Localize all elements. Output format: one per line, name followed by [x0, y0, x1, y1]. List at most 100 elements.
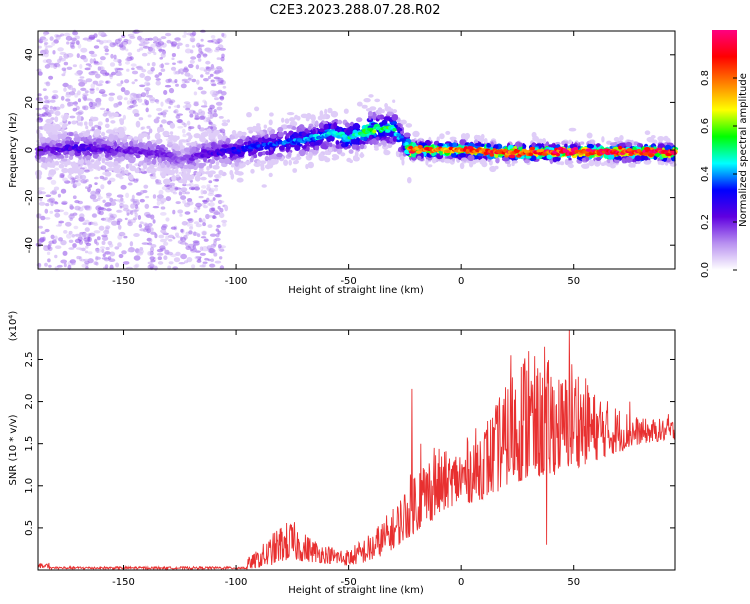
- noise-mark: [218, 116, 224, 119]
- ridge-mark: [270, 129, 276, 134]
- noise-mark: [200, 189, 204, 195]
- ridge-core-mark: [404, 142, 409, 146]
- noise-mark: [46, 251, 51, 256]
- ridge-mark: [81, 137, 87, 142]
- ridge-mark: [254, 106, 260, 112]
- noise-mark: [156, 200, 161, 206]
- noise-mark: [197, 124, 201, 130]
- noise-mark: [166, 39, 172, 44]
- noise-mark: [148, 128, 153, 134]
- ridge-mark: [177, 179, 186, 184]
- noise-mark: [123, 38, 129, 43]
- ridge-mark: [269, 112, 274, 117]
- noise-mark: [66, 66, 73, 71]
- ridge-mark: [473, 134, 480, 141]
- ridge-mark: [127, 135, 133, 140]
- ridge-mark: [113, 134, 119, 141]
- noise-mark: [163, 241, 169, 246]
- ridge-mark: [287, 151, 292, 157]
- ridge-mark: [352, 156, 360, 162]
- ridge-mark: [467, 154, 475, 162]
- noise-mark: [74, 233, 81, 237]
- noise-mark: [104, 52, 109, 56]
- noise-mark: [59, 57, 66, 62]
- ridge-mark: [300, 113, 308, 119]
- noise-mark: [195, 202, 202, 208]
- noise-mark: [170, 66, 177, 71]
- noise-mark: [194, 255, 200, 260]
- ridge-mark: [129, 140, 134, 147]
- noise-mark: [155, 182, 163, 185]
- noise-mark: [43, 31, 47, 37]
- x-tick-label: -50: [340, 577, 356, 588]
- ridge-mark: [135, 167, 140, 174]
- ridge-mark: [277, 131, 285, 138]
- noise-mark: [47, 244, 51, 250]
- noise-mark: [216, 224, 221, 228]
- ridge-mark: [91, 116, 99, 122]
- noise-mark: [106, 108, 110, 112]
- ridge-mark: [76, 122, 82, 126]
- noise-mark: [221, 32, 225, 37]
- ridge-mark: [319, 110, 324, 117]
- noise-mark: [63, 53, 70, 59]
- noise-mark: [93, 45, 100, 49]
- ridge-mark: [374, 98, 381, 103]
- noise-mark: [203, 78, 209, 82]
- ridge-mark: [301, 132, 307, 137]
- noise-mark: [43, 42, 49, 45]
- noise-mark: [186, 218, 193, 222]
- noise-mark: [131, 81, 136, 85]
- colorbar-tick-label: 0.0: [700, 262, 711, 278]
- noise-mark: [163, 109, 169, 113]
- y-tick-label: 2.0: [24, 394, 35, 410]
- ridge-mark: [518, 142, 523, 148]
- noise-mark: [168, 234, 174, 239]
- ridge-mark: [374, 147, 379, 151]
- noise-mark: [61, 200, 68, 205]
- noise-mark: [152, 205, 160, 209]
- ridge-core-mark: [508, 154, 516, 159]
- snr-frame: [37, 329, 676, 571]
- ridge-mark: [264, 155, 270, 162]
- noise-mark: [85, 186, 89, 190]
- ridge-mark: [116, 138, 121, 144]
- noise-mark: [96, 99, 101, 105]
- chart-title: C2E3.2023.288.07.28.R02: [269, 3, 440, 18]
- ridge-mark: [564, 158, 569, 166]
- ridge-mark: [147, 155, 152, 160]
- ridge-mark: [307, 161, 314, 169]
- ridge-mark: [329, 135, 335, 142]
- ridge-mark: [585, 163, 590, 169]
- ridge-mark: [85, 154, 91, 162]
- ridge-mark: [322, 113, 327, 120]
- noise-mark: [113, 54, 117, 60]
- noise-mark: [176, 45, 180, 50]
- noise-mark: [207, 258, 211, 262]
- ridge-mark: [169, 187, 174, 192]
- ridge-mark: [51, 128, 58, 135]
- ridge-mark: [141, 168, 145, 172]
- noise-mark: [172, 236, 176, 240]
- ridge-mark: [200, 176, 207, 181]
- ridge-mark: [314, 120, 319, 127]
- noise-mark: [158, 189, 164, 195]
- noise-mark: [60, 33, 65, 37]
- ridge-mark: [54, 116, 59, 123]
- noise-mark: [116, 83, 123, 87]
- noise-mark: [84, 250, 89, 254]
- noise-mark: [132, 99, 137, 105]
- noise-mark: [213, 184, 219, 188]
- ridge-mark: [369, 135, 373, 140]
- noise-mark: [185, 107, 191, 111]
- ridge-mark: [107, 167, 114, 172]
- noise-mark: [164, 84, 172, 88]
- noise-mark: [202, 222, 207, 227]
- ridge-mark: [169, 131, 174, 135]
- noise-mark: [139, 228, 146, 232]
- ridge-mark: [276, 152, 283, 158]
- noise-mark: [117, 73, 123, 76]
- snr-x-ticks: -150 -100 -50 0 50: [112, 330, 580, 588]
- noise-mark: [77, 98, 82, 103]
- ridge-mark: [230, 164, 235, 168]
